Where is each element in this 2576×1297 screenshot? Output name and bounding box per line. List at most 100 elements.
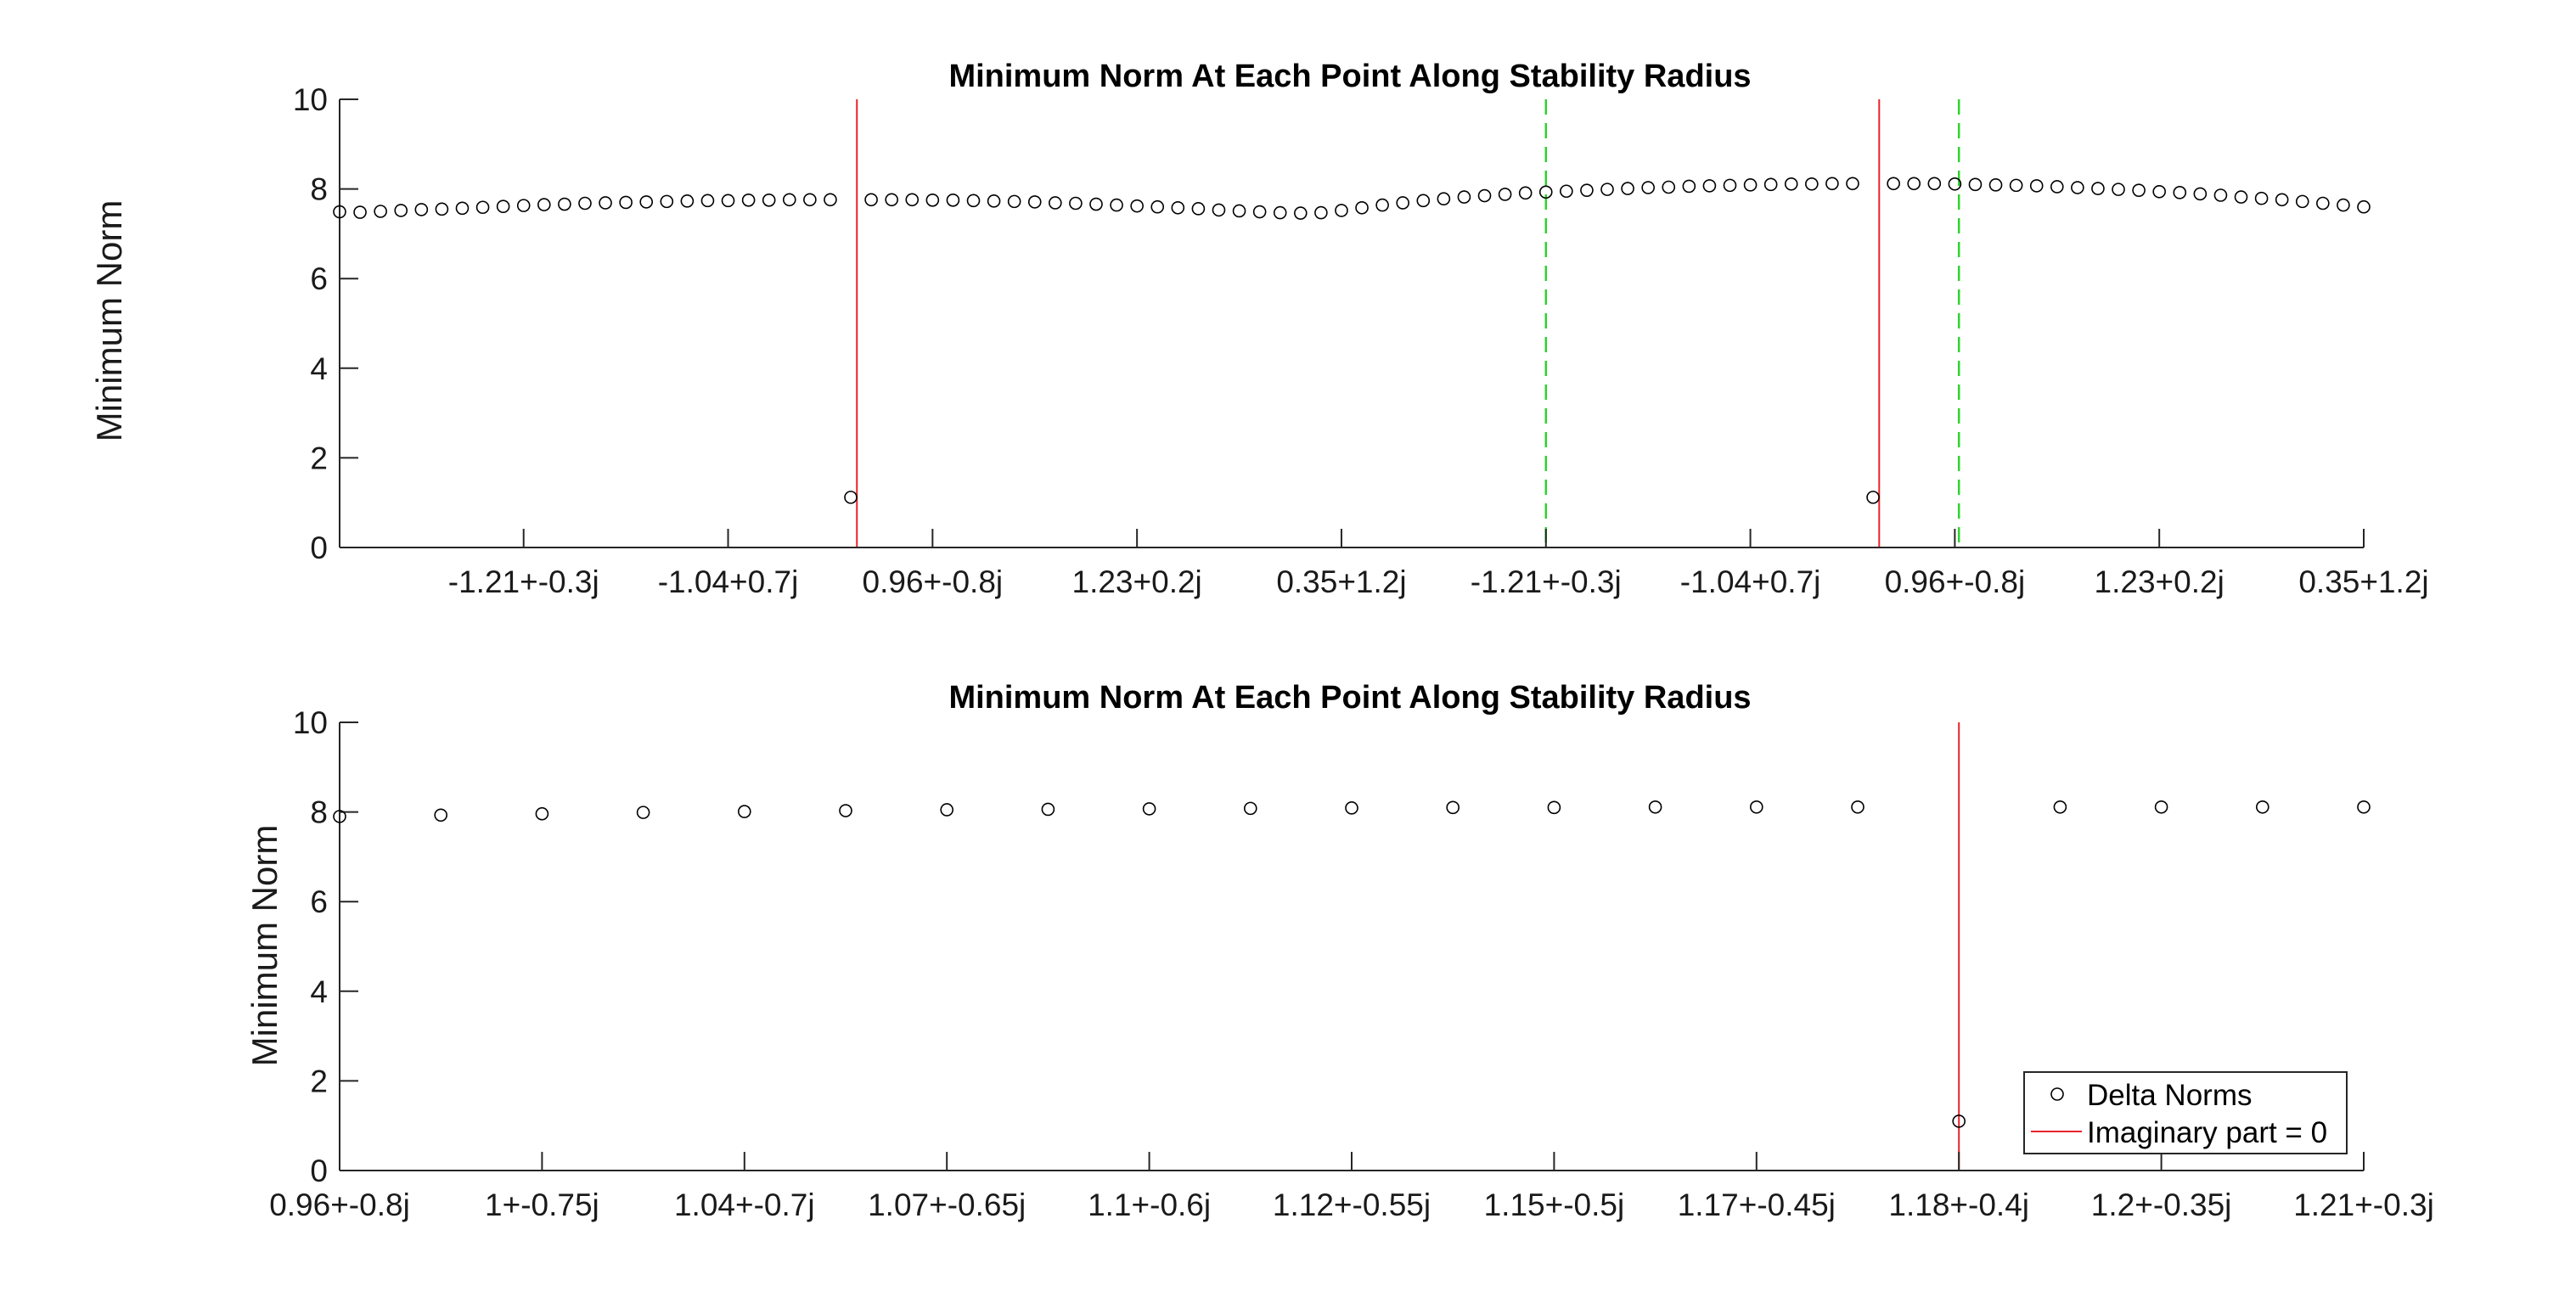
top-plot-delta-norm-point xyxy=(1252,205,1267,219)
top-plot-x-tick-label: 0.35+1.2j xyxy=(1276,564,1406,599)
bottom-plot-delta-norm-point xyxy=(2154,800,2168,814)
top-plot-delta-norm-point xyxy=(1355,200,1369,215)
top-plot-delta-norm-point xyxy=(1375,198,1389,212)
top-plot-delta-norm-point xyxy=(558,197,571,211)
top-plot-delta-norm-point xyxy=(1805,177,1819,191)
bottom-plot-x-tick-label: 1.18+-0.4j xyxy=(1888,1188,2029,1222)
top-plot-delta-norm-point xyxy=(864,193,878,207)
top-plot-delta-norm-point xyxy=(2337,198,2350,212)
bottom-plot-delta-norm-point xyxy=(1851,800,1865,814)
top-plot-delta-norm-point xyxy=(2193,187,2208,201)
top-plot-delta-norm-point xyxy=(394,204,408,217)
bottom-plot-delta-norm-point xyxy=(1142,802,1156,816)
bottom-plot-delta-norm-point xyxy=(636,806,650,819)
top-plot-delta-norm-point xyxy=(1293,206,1308,220)
top-plot-delta-norm-point xyxy=(1846,177,1859,191)
top-plot-delta-norm-point xyxy=(537,198,551,211)
top-plot-delta-norm-point xyxy=(987,194,1001,208)
top-plot-x-tick-label: -1.21+-0.3j xyxy=(448,564,599,599)
bottom-plot-delta-norm-point xyxy=(1750,800,1763,814)
top-plot-y-tick-label: 0 xyxy=(310,531,328,565)
top-plot-y-tick-label: 8 xyxy=(310,172,328,207)
bottom-plot-delta-norm-point xyxy=(434,808,448,823)
top-plot-delta-norm-point xyxy=(455,201,470,216)
top-plot-delta-norm-point xyxy=(721,194,735,208)
top-plot: Minimum Norm At Each Point Along Stabili… xyxy=(89,59,2429,599)
top-plot-delta-norm-point xyxy=(946,194,960,207)
top-plot-x-tick-label: 1.23+0.2j xyxy=(1072,564,1202,599)
top-plot-delta-norm-point xyxy=(516,199,531,212)
top-plot-delta-norm-point xyxy=(824,193,837,207)
top-plot-delta-norm-point xyxy=(680,194,695,208)
top-plot-delta-norm-point xyxy=(2316,196,2330,211)
top-plot-delta-norm-point xyxy=(1335,204,1348,217)
top-plot-delta-norm-point xyxy=(1887,177,1900,191)
top-plot-delta-norm-point xyxy=(1007,194,1021,209)
bottom-plot-ylabel: Minimum Norm xyxy=(245,825,284,1067)
bottom-plot-delta-norm-points xyxy=(333,800,2371,1128)
bottom-plot-y-tick-label: 0 xyxy=(310,1154,328,1188)
top-plot-delta-norm-point xyxy=(2009,178,2023,193)
top-plot-delta-norm-point xyxy=(1948,177,1962,191)
top-plot-delta-norm-point xyxy=(1457,190,1471,204)
top-plot-delta-norm-point xyxy=(1968,177,1983,192)
top-plot-axes xyxy=(339,99,2364,548)
top-plot-delta-norm-point xyxy=(2071,181,2084,194)
top-plot-delta-norm-point xyxy=(1049,196,1062,210)
top-plot-delta-norm-point xyxy=(2173,186,2187,199)
top-plot-y-ticks: 0 2 4 6 8 10 xyxy=(293,82,358,565)
top-plot-ylabel: Minimum Norm xyxy=(89,200,129,442)
top-plot-delta-norm-point xyxy=(1171,200,1185,215)
top-plot-delta-norm-point xyxy=(966,194,981,208)
bottom-plot-delta-norm-point xyxy=(1952,1115,1966,1128)
top-plot-delta-norm-point xyxy=(1191,202,1206,216)
top-plot-delta-norm-point xyxy=(1150,199,1165,214)
top-plot-delta-norm-point xyxy=(1907,177,1921,191)
top-plot-delta-norm-point xyxy=(1027,195,1042,209)
legend-imaginary-label: Imaginary part = 0 xyxy=(2087,1116,2327,1149)
bottom-plot-y-tick-label: 8 xyxy=(310,795,328,830)
top-plot-delta-norm-point xyxy=(1580,183,1594,197)
top-plot-delta-norm-point xyxy=(885,193,898,207)
bottom-plot-delta-norm-point xyxy=(2357,800,2371,814)
top-plot-delta-norm-point xyxy=(1927,177,1942,191)
top-plot-delta-norm-point xyxy=(1396,196,1410,210)
top-plot-delta-norm-point xyxy=(1069,196,1083,211)
top-plot-delta-norm-point xyxy=(1130,199,1144,213)
top-plot-delta-norm-point xyxy=(844,491,858,504)
top-plot-x-tick-label: -1.04+0.7j xyxy=(658,564,799,599)
bottom-plot-delta-norm-point xyxy=(2053,800,2067,814)
top-plot-delta-norm-point xyxy=(1232,204,1246,218)
bottom-plot-delta-norm-point xyxy=(1244,801,1257,816)
top-plot-delta-norm-point xyxy=(2254,191,2269,205)
top-plot-delta-norm-point xyxy=(700,194,715,208)
bottom-plot-delta-norm-point xyxy=(940,803,953,817)
bottom-plot-y-tick-label: 2 xyxy=(310,1064,328,1098)
top-plot-delta-norm-point xyxy=(1212,203,1226,217)
top-plot-delta-norm-point xyxy=(1784,177,1798,191)
bottom-plot-x-tick-label: 1.15+-0.5j xyxy=(1484,1188,1625,1222)
top-plot-delta-norm-point xyxy=(803,193,817,207)
top-plot-delta-norm-point xyxy=(1600,182,1614,196)
top-plot-delta-norm-point xyxy=(1560,184,1573,199)
top-plot-delta-norm-point xyxy=(905,193,920,207)
top-plot-y-tick-label: 4 xyxy=(310,351,328,386)
top-plot-delta-norm-point xyxy=(1682,179,1696,194)
top-plot-delta-norm-point xyxy=(619,195,633,210)
top-plot-delta-norm-point xyxy=(2357,199,2371,214)
top-plot-delta-norm-point xyxy=(2029,179,2044,193)
top-plot-delta-norm-point xyxy=(2091,182,2105,195)
bottom-plot-delta-norm-point xyxy=(1041,802,1055,817)
legend-box xyxy=(2023,1071,2348,1154)
top-plot-reference-lines xyxy=(856,99,1960,547)
top-plot-delta-norm-point xyxy=(660,194,674,209)
top-plot-x-tick-label: 0.96+-0.8j xyxy=(1885,564,2026,599)
top-plot-delta-norm-point xyxy=(2112,182,2125,196)
top-plot-delta-norm-point xyxy=(599,196,612,210)
top-plot-delta-norm-point xyxy=(1518,186,1533,200)
top-plot-delta-norm-point xyxy=(1416,194,1431,208)
top-plot-delta-norm-point xyxy=(639,195,654,209)
top-plot-x-ticks: -1.21+-0.3j -1.04+0.7j 0.96+-0.8j 1.23+0.2j… xyxy=(448,529,2429,599)
bottom-plot-delta-norm-point xyxy=(1648,800,1662,814)
